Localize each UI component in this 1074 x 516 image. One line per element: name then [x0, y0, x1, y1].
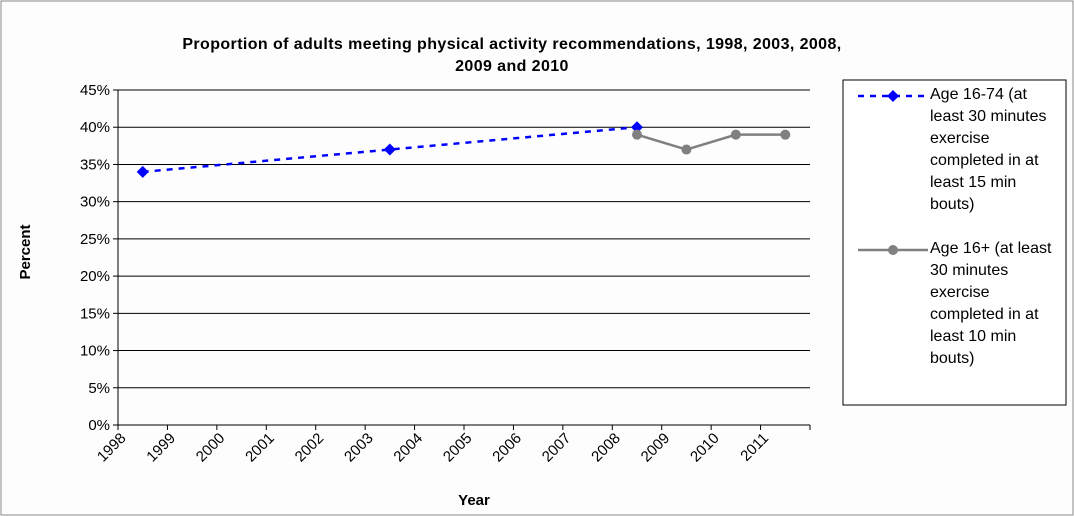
- point: [383, 143, 396, 156]
- title-box: Proportion of adults meeting physical ac…: [182, 36, 842, 75]
- y-tick-label: 20%: [80, 268, 110, 285]
- point: [780, 129, 791, 140]
- legend-marker: [888, 245, 898, 255]
- point: [136, 165, 149, 178]
- point: [631, 121, 643, 134]
- y-tick-label: 35%: [80, 156, 110, 173]
- y-tick-label: 25%: [80, 231, 110, 248]
- point: [730, 129, 741, 140]
- chart-title: Proportion of adults meeting physical ac…: [182, 36, 842, 75]
- point: [681, 144, 692, 155]
- y-axis-label: Percent: [17, 224, 34, 279]
- y-tick-label: 10%: [80, 343, 110, 360]
- y-tick-label: 15%: [80, 305, 110, 322]
- y-tick-label: 5%: [88, 380, 110, 397]
- legend-entry: Age 16+ (at least 30 minutes exercise co…: [930, 240, 1052, 367]
- point: [632, 129, 642, 140]
- y-tick-label: 40%: [80, 119, 110, 136]
- legend-marker: [887, 90, 899, 102]
- series-line: [636, 133, 786, 151]
- x-axis-label: Year: [458, 492, 490, 509]
- series-line: [142, 125, 638, 174]
- y-tick-label: 45%: [80, 82, 110, 99]
- legend-box: [842, 79, 1067, 406]
- legend-label: Age 16+ (at least 30 minutes exercise co…: [930, 240, 1052, 367]
- y-tick-label: 0%: [88, 417, 110, 434]
- legend-entry: Age 16-74 (at least 30 minutes exercise …: [930, 86, 1047, 213]
- y-tick-label: 30%: [80, 194, 110, 211]
- legend-label: Age 16-74 (at least 30 minutes exercise …: [930, 86, 1047, 213]
